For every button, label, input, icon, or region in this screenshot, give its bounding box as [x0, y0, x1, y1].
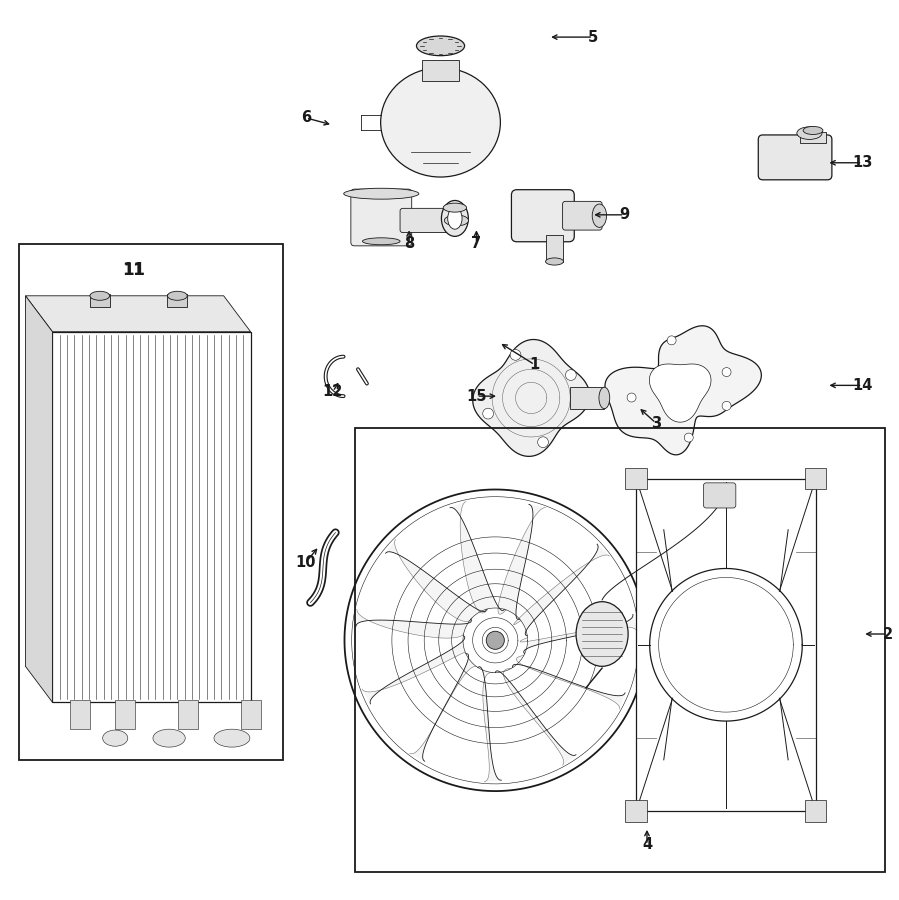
Ellipse shape [343, 188, 419, 199]
Ellipse shape [803, 126, 823, 134]
Ellipse shape [448, 208, 462, 230]
FancyBboxPatch shape [512, 190, 574, 242]
Text: 10: 10 [296, 554, 316, 570]
Polygon shape [25, 296, 251, 332]
Ellipse shape [167, 292, 187, 301]
Text: 2: 2 [883, 626, 893, 642]
Polygon shape [477, 667, 502, 782]
Bar [52, 332, 251, 702]
Polygon shape [495, 669, 576, 765]
Ellipse shape [214, 729, 250, 747]
Ellipse shape [102, 730, 128, 746]
Polygon shape [356, 609, 471, 638]
Ellipse shape [380, 68, 501, 177]
Bar [626, 800, 647, 822]
Circle shape [722, 401, 731, 410]
FancyBboxPatch shape [351, 189, 412, 246]
Text: 14: 14 [852, 378, 873, 393]
Circle shape [510, 349, 521, 360]
Circle shape [722, 367, 731, 376]
Text: 5: 5 [588, 30, 598, 45]
FancyBboxPatch shape [400, 208, 459, 232]
Polygon shape [473, 339, 590, 456]
Bar [90, 294, 110, 307]
Circle shape [483, 409, 494, 419]
Text: 8: 8 [404, 236, 414, 251]
Circle shape [684, 433, 693, 442]
Polygon shape [410, 653, 476, 761]
Bar [636, 479, 815, 811]
Bar [805, 800, 826, 822]
Polygon shape [362, 635, 465, 704]
Polygon shape [649, 364, 711, 422]
Bar [805, 468, 826, 490]
Text: 1: 1 [530, 357, 540, 373]
Circle shape [628, 393, 636, 402]
Ellipse shape [90, 292, 110, 301]
Text: 12: 12 [323, 384, 343, 400]
Circle shape [667, 336, 676, 345]
Ellipse shape [576, 602, 628, 666]
FancyBboxPatch shape [563, 202, 602, 230]
Ellipse shape [362, 238, 400, 245]
Polygon shape [513, 544, 610, 635]
Circle shape [565, 370, 576, 381]
Text: 3: 3 [651, 416, 661, 430]
Ellipse shape [153, 729, 185, 747]
Bar [241, 700, 261, 729]
Circle shape [538, 436, 548, 447]
Bar [115, 700, 135, 729]
Ellipse shape [592, 204, 607, 228]
Text: 6: 6 [301, 111, 311, 125]
Text: 9: 9 [619, 207, 629, 222]
Ellipse shape [599, 387, 610, 409]
Ellipse shape [444, 215, 468, 226]
Ellipse shape [441, 201, 468, 237]
Bar [800, 132, 825, 143]
Bar [178, 700, 198, 729]
Polygon shape [450, 501, 504, 613]
Bar [355, 428, 885, 872]
FancyBboxPatch shape [704, 483, 736, 508]
Polygon shape [498, 504, 546, 619]
Text: 15: 15 [467, 389, 486, 403]
Polygon shape [520, 615, 636, 653]
Bar [19, 244, 283, 760]
Bar [422, 59, 459, 81]
Bar [626, 468, 647, 490]
Text: 7: 7 [471, 236, 482, 251]
Ellipse shape [416, 36, 465, 56]
Bar [546, 235, 564, 262]
Ellipse shape [797, 127, 822, 140]
Text: 11: 11 [122, 262, 145, 280]
Polygon shape [605, 326, 761, 454]
Polygon shape [512, 655, 625, 709]
Bar [70, 700, 90, 729]
Polygon shape [386, 539, 486, 622]
Ellipse shape [443, 203, 467, 212]
Ellipse shape [546, 258, 564, 265]
Text: 4: 4 [642, 837, 652, 852]
Polygon shape [25, 296, 52, 702]
Bar [167, 294, 187, 307]
Circle shape [486, 631, 504, 649]
FancyBboxPatch shape [758, 135, 832, 180]
Bar [570, 387, 604, 409]
Text: 13: 13 [852, 156, 873, 170]
Text: 11: 11 [123, 263, 144, 278]
